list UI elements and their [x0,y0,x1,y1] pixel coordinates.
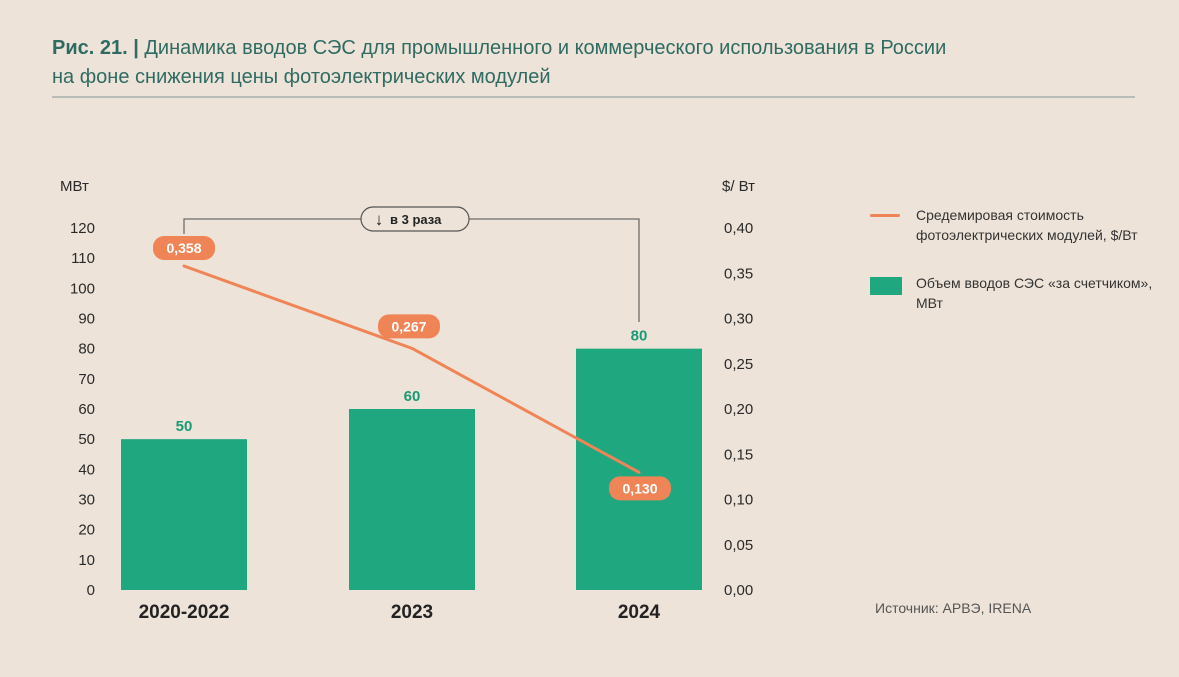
bar-series: 50 60 80 [121,328,702,590]
y-right-ticks: 0,00 0,05 0,10 0,15 0,20 0,25 0,30 0,35 0,40 [724,220,753,599]
y-right-tick: 0,25 [724,356,753,373]
bar-value-label: 60 [404,388,421,405]
legend-item-price: Средемировая стоимость фотоэлектрических… [868,205,1158,245]
y-right-tick: 0,05 [724,537,753,554]
legend-item-volume: Объем вводов СЭС «за счетчиком», МВт [868,273,1158,313]
y-left-tick: 10 [78,552,95,569]
bar-value-label: 50 [176,418,193,435]
down-arrow-icon: ↓ [375,210,384,229]
title-line-1: Рис. 21. | Динамика вводов СЭС для промы… [52,34,1137,63]
y-left-tick: 120 [70,220,95,237]
y-right-tick: 0,15 [724,446,753,463]
y-left-tick: 60 [78,401,95,418]
y-right-unit: $/ Вт [722,178,755,195]
y-right-tick: 0,20 [724,401,753,418]
annotation-text: в 3 раза [390,212,442,227]
bar [576,348,702,590]
y-left-tick: 110 [71,250,95,267]
bar-value-label: 80 [631,328,648,345]
y-left-tick: 30 [78,492,95,509]
bar [121,439,247,590]
legend-bar-swatch [870,277,902,295]
y-left-ticks: 0 10 20 30 40 50 60 70 80 90 100 110 120 [70,220,95,599]
x-category-label: 2020-2022 [139,602,230,623]
figure-header: Рис. 21. | Динамика вводов СЭС для промы… [52,34,1137,92]
y-left-tick: 90 [78,311,95,328]
y-left-tick: 50 [78,431,95,448]
y-left-tick: 80 [78,341,95,358]
y-right-tick: 0,00 [724,582,753,599]
figure-number: Рис. 21. | [52,37,139,59]
y-left-tick: 100 [70,280,95,297]
x-categories: 2020-2022 2023 2024 [139,602,661,623]
legend-line-swatch [870,214,900,217]
header-divider [52,96,1135,98]
y-right-tick: 0,10 [724,492,753,509]
x-category-label: 2024 [618,602,661,623]
price-label-box [153,236,215,261]
line-series: 0,358 0,267 0,130 [153,236,671,501]
price-label-box [378,314,440,339]
figure-title: Динамика вводов СЭС для промышленного и … [144,37,947,59]
y-left-unit: МВт [60,178,89,195]
y-right-tick: 0,35 [724,265,753,282]
legend-volume-label: Объем вводов СЭС «за счетчиком», МВт [916,275,1153,311]
y-left-tick: 20 [78,522,95,539]
y-left-tick: 70 [78,371,95,388]
legend-price-label: Средемировая стоимость фотоэлектрических… [916,207,1138,243]
y-left-tick: 0 [87,582,95,599]
price-label: 0,130 [622,480,657,496]
reduction-annotation: ↓ в 3 раза [183,206,644,443]
price-label-box [609,476,671,501]
title-line-2: на фоне снижения цены фотоэлектрических … [52,66,551,88]
y-right-tick: 0,30 [724,311,753,328]
price-line [182,264,641,474]
y-right-tick: 0,40 [724,220,753,237]
source-note: Источник: АРВЭ, IRENA [875,600,1032,616]
legend: Средемировая стоимость фотоэлектрических… [868,205,1158,313]
y-left-tick: 40 [78,461,95,478]
annotation-bracket [183,218,640,322]
bar [349,409,475,590]
annotation-pill [360,206,470,232]
x-category-label: 2023 [391,602,433,623]
price-label: 0,267 [391,318,426,334]
price-label: 0,358 [166,240,201,256]
